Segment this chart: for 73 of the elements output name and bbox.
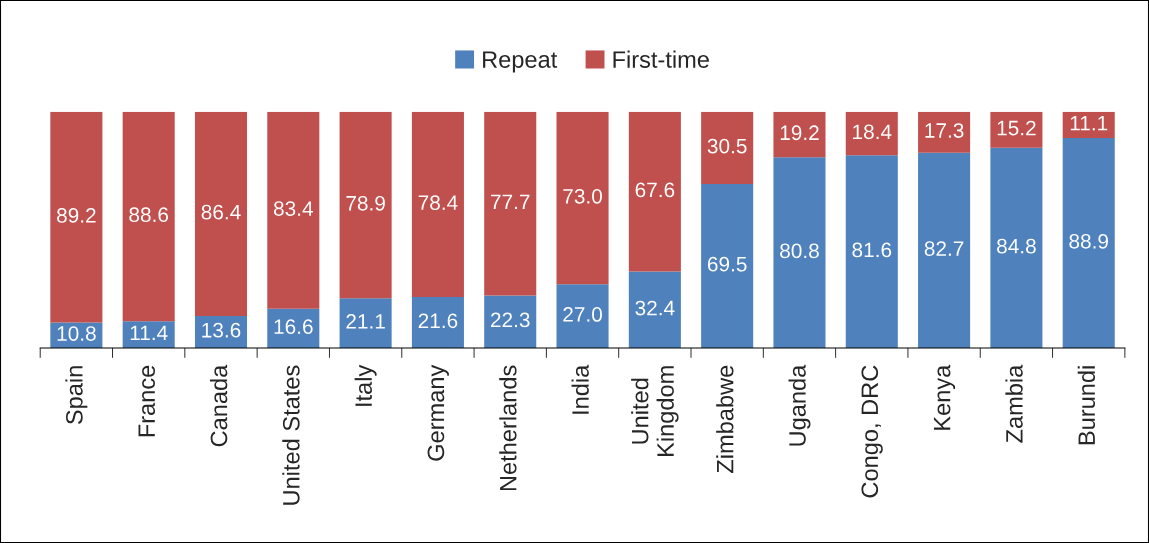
bar — [267, 111, 320, 309]
data-label: 82.7 — [924, 241, 964, 256]
bar — [484, 295, 537, 349]
bar — [1062, 111, 1115, 139]
data-label: 69.5 — [707, 256, 747, 272]
x-tick-label: Germany — [427, 364, 449, 461]
bar — [773, 111, 826, 158]
bar — [194, 111, 248, 316]
bar — [411, 111, 464, 298]
data-label: 19.2 — [780, 125, 819, 141]
x-tick-label: Zimbabwe — [716, 365, 734, 473]
data-label: 22.3 — [491, 312, 530, 328]
bar — [50, 111, 103, 323]
data-label: 10.8 — [57, 326, 96, 341]
data-label: 16.6 — [274, 319, 313, 335]
data-label: 11.4 — [130, 325, 168, 340]
x-tick-label: India — [571, 364, 589, 414]
data-label: 83.4 — [273, 201, 313, 216]
bar — [845, 111, 898, 156]
data-label: 73.0 — [563, 188, 602, 204]
data-label: 89.2 — [57, 208, 96, 223]
bar — [484, 111, 537, 296]
bar — [990, 147, 1043, 349]
bar — [1062, 138, 1115, 349]
x-tick-label: Zambia — [1005, 364, 1023, 443]
legend-label: Repeat — [483, 51, 558, 73]
bar — [918, 152, 971, 349]
data-label: 21.6 — [418, 313, 458, 329]
data-label: 15.2 — [997, 120, 1036, 136]
x-tick-label: Netherlands — [499, 365, 517, 491]
bar — [339, 298, 392, 349]
x-tick-label: Congo, DRC — [861, 365, 883, 498]
data-label: 21.1 — [346, 313, 385, 329]
data-label: 78.4 — [418, 195, 458, 211]
bar — [990, 111, 1043, 148]
data-label: 86.4 — [201, 204, 241, 220]
data-label: 88.6 — [129, 207, 169, 223]
data-label: 78.9 — [346, 195, 385, 211]
bar — [411, 297, 464, 349]
data-label: 81.6 — [852, 242, 892, 258]
bar — [701, 111, 754, 184]
bar — [918, 111, 971, 153]
x-tick-label: Burundi — [1077, 366, 1096, 445]
data-label: 13.6 — [202, 322, 241, 338]
data-label: 32.4 — [635, 300, 675, 316]
data-label: 67.6 — [635, 182, 675, 198]
bar — [556, 284, 609, 349]
x-tick-label: Uganda — [788, 364, 811, 446]
data-label: 77.7 — [491, 194, 530, 210]
x-tick-label: United Kingdom — [631, 366, 679, 456]
bar — [701, 183, 754, 349]
x-tick-label: United States — [282, 365, 300, 505]
x-tick-label: France — [138, 365, 156, 437]
bar — [339, 111, 392, 299]
legend-label: First-time — [613, 50, 709, 68]
bar — [773, 157, 826, 349]
data-label: 88.9 — [1069, 233, 1108, 249]
bar — [122, 111, 175, 322]
data-label: 30.5 — [707, 138, 747, 154]
bar — [628, 271, 681, 349]
bar — [845, 155, 898, 349]
x-tick-label: Canada — [209, 364, 228, 447]
bar — [556, 111, 609, 285]
bar — [628, 111, 681, 272]
data-label: 84.8 — [997, 238, 1036, 254]
data-label: 18.4 — [853, 124, 892, 140]
x-tick-label: Kenya — [933, 364, 956, 430]
x-tick-label: Italy — [354, 364, 377, 406]
data-label: 17.3 — [925, 123, 964, 138]
data-label: 80.8 — [780, 243, 819, 259]
data-label: 27.0 — [563, 307, 602, 322]
x-tick-label: Spain — [65, 366, 88, 425]
data-label: 11.1 — [1070, 116, 1108, 131]
